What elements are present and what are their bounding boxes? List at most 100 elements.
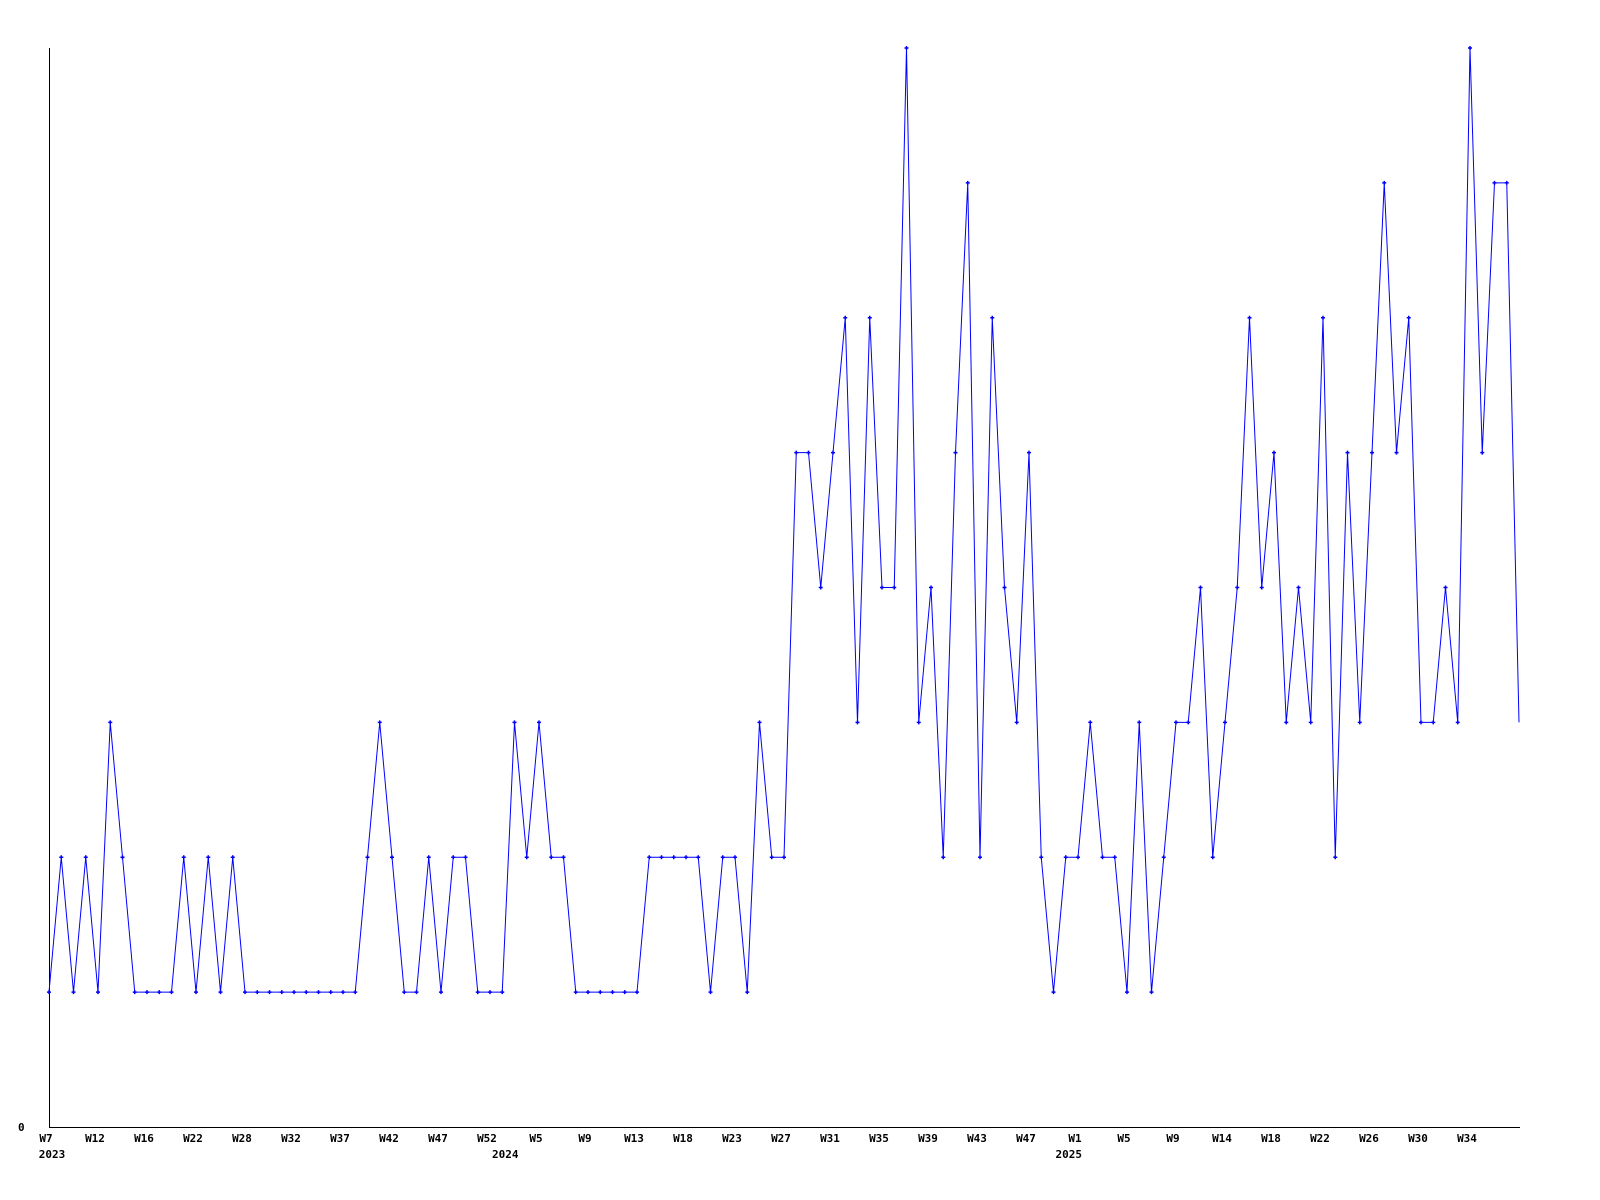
data-point (1174, 720, 1178, 725)
data-point (1333, 855, 1338, 860)
data-point (1284, 720, 1289, 725)
y-tick-label: 0 (18, 1121, 25, 1134)
data-point (1210, 855, 1215, 860)
data-point (463, 855, 468, 860)
data-point (145, 990, 149, 995)
data-point (549, 855, 554, 860)
x-tick-label: W26 (1359, 1132, 1379, 1145)
data-point (1051, 990, 1056, 995)
data-point (512, 720, 517, 725)
data-point (671, 855, 676, 860)
data-point (794, 450, 799, 455)
data-point (929, 585, 933, 590)
data-point (83, 855, 88, 860)
data-point (831, 450, 835, 455)
data-point (71, 990, 76, 995)
data-point (573, 990, 578, 995)
data-point (316, 990, 321, 995)
x-tick-label: W35 (869, 1132, 889, 1145)
data-point (708, 990, 713, 995)
data-point (806, 450, 811, 455)
data-point (684, 855, 688, 860)
data-point (1076, 855, 1080, 860)
data-point (96, 990, 100, 995)
data-point (1247, 315, 1252, 320)
x-tick-label: W47 (428, 1132, 448, 1145)
data-point (916, 720, 921, 725)
data-point (1468, 46, 1472, 50)
x-tick-label: W47 (1016, 1132, 1036, 1145)
x-tick-label: W5 (1117, 1132, 1130, 1145)
x-tick-label: W22 (1310, 1132, 1330, 1145)
x-tick-label: W27 (771, 1132, 791, 1145)
data-point (279, 990, 284, 995)
data-point (769, 855, 774, 860)
data-point (1002, 585, 1007, 590)
data-point (1382, 180, 1387, 185)
data-point (292, 990, 296, 995)
data-point (1198, 585, 1203, 590)
data-point (439, 990, 443, 995)
data-point (267, 990, 272, 995)
x-tick-label: W32 (281, 1132, 301, 1145)
data-point (561, 855, 566, 860)
data-point (953, 450, 958, 455)
data-point (132, 990, 137, 995)
data-point (230, 855, 235, 860)
series-line (48, 47, 1520, 993)
data-point (206, 855, 211, 860)
data-point (696, 855, 701, 860)
data-point (1161, 855, 1166, 860)
x-tick-label: W30 (1408, 1132, 1428, 1145)
data-point (1272, 450, 1276, 455)
data-point (157, 990, 162, 995)
data-point (818, 585, 823, 590)
x-tick-label: W18 (673, 1132, 693, 1145)
data-point (451, 855, 456, 860)
data-point (1357, 720, 1362, 725)
x-tick-label: W5 (529, 1132, 542, 1145)
x-tick-label: W42 (379, 1132, 399, 1145)
x-tick-label: W39 (918, 1132, 938, 1145)
data-point (1137, 720, 1142, 725)
data-point (1370, 450, 1374, 455)
data-point (120, 855, 125, 860)
data-point (1492, 180, 1497, 185)
data-point (341, 990, 345, 995)
data-point (1443, 585, 1448, 590)
data-point (622, 990, 627, 995)
x-tick-label: W14 (1212, 1132, 1232, 1145)
data-point (194, 990, 198, 995)
data-point (377, 720, 382, 725)
data-point (255, 990, 260, 995)
data-point (328, 990, 333, 995)
data-point (1039, 855, 1044, 860)
data-point (414, 990, 419, 995)
data-point (757, 720, 762, 725)
data-point (598, 990, 603, 995)
data-point (365, 855, 370, 860)
data-point (1014, 720, 1019, 725)
data-point (1186, 720, 1191, 725)
data-point (610, 990, 615, 995)
data-point (59, 855, 64, 860)
data-point (1296, 585, 1301, 590)
data-point (1125, 990, 1129, 995)
data-point (1223, 720, 1227, 725)
x-tick-label: W12 (85, 1132, 105, 1145)
data-point (1321, 315, 1325, 320)
data-point (169, 990, 174, 995)
data-point (733, 855, 737, 860)
x-tick-label: W43 (967, 1132, 987, 1145)
data-point (218, 990, 223, 995)
data-point (720, 855, 725, 860)
data-point (1259, 585, 1264, 590)
data-point (635, 990, 639, 995)
data-point (892, 585, 897, 590)
x-tick-label: W18 (1261, 1132, 1281, 1145)
data-point (782, 855, 786, 860)
data-point (855, 720, 860, 725)
x-tick-label: W1 (1068, 1132, 1082, 1145)
data-point (904, 46, 909, 50)
data-point (990, 315, 995, 320)
